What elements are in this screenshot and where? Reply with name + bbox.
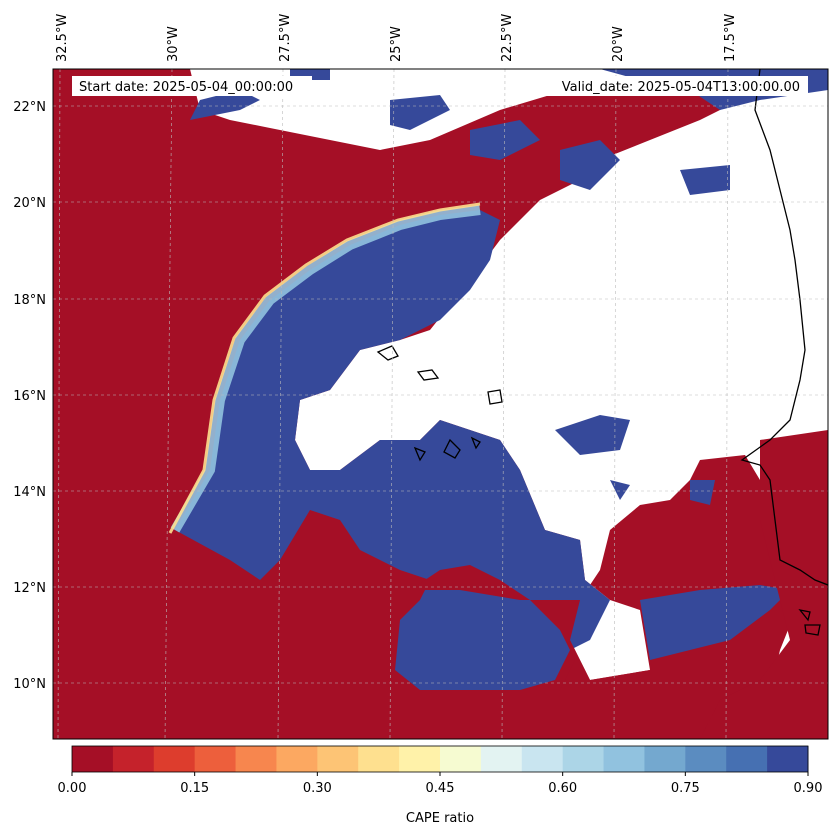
transition-edge-warm bbox=[168, 202, 481, 534]
right-blue-patches bbox=[555, 415, 790, 660]
lon-tick-label: 22.5°W bbox=[500, 14, 515, 62]
coast-red-region bbox=[700, 430, 828, 739]
colorbar-segment bbox=[644, 746, 686, 772]
lon-tick-labels: 32.5°W 30°W 27.5°W 25°W 22.5°W 20°W 17.5… bbox=[55, 14, 738, 62]
colorbar bbox=[72, 746, 809, 772]
lon-tick-label: 17.5°W bbox=[723, 14, 738, 62]
lon-tick-label: 30°W bbox=[166, 26, 181, 62]
valid-date-box bbox=[540, 76, 808, 96]
lon-tick-label: 32.5°W bbox=[55, 14, 70, 62]
lat-tick-label: 10°N bbox=[13, 677, 46, 692]
lat-tick-label: 20°N bbox=[13, 196, 46, 211]
colorbar-segment bbox=[480, 746, 523, 772]
colorbar-tick-label: 0.30 bbox=[303, 781, 332, 796]
colorbar-segment bbox=[399, 746, 441, 772]
colorbar-segment bbox=[521, 746, 564, 772]
masked-region bbox=[190, 69, 828, 739]
lat-tick-labels: 22°N 20°N 18°N 16°N 14°N 12°N 10°N bbox=[13, 100, 46, 692]
colorbar-ticks: 0.00 0.15 0.30 0.45 0.60 0.75 0.90 bbox=[58, 772, 823, 796]
colorbar-segment bbox=[112, 746, 155, 772]
colorbar-segment bbox=[685, 746, 727, 772]
coastline bbox=[376, 69, 828, 636]
colorbar-label: CAPE ratio bbox=[406, 811, 474, 826]
colorbar-tick-label: 0.15 bbox=[180, 781, 209, 796]
colorbar-segment bbox=[440, 746, 482, 772]
colorbar-tick-label: 0.45 bbox=[426, 781, 455, 796]
start-date-text: Start date: 2025-05-04_00:00:00 bbox=[79, 80, 293, 95]
colorbar-segment bbox=[276, 746, 318, 772]
colorbar-segment bbox=[235, 746, 277, 772]
colorbar-tick-label: 0.00 bbox=[58, 781, 87, 796]
colorbar-segment bbox=[194, 746, 237, 772]
red-patch bbox=[410, 565, 650, 690]
lon-tick-label: 25°W bbox=[389, 26, 404, 62]
map-panel bbox=[53, 69, 828, 739]
colorbar-tick-label: 0.75 bbox=[671, 781, 700, 796]
colorbar-segment bbox=[358, 746, 400, 772]
colorbar-tick-label: 0.60 bbox=[548, 781, 577, 796]
lon-tick-label: 27.5°W bbox=[278, 14, 293, 62]
lon-tick-label: 20°W bbox=[611, 26, 626, 62]
lat-tick-label: 16°N bbox=[13, 389, 46, 404]
lat-tick-label: 12°N bbox=[13, 581, 46, 596]
transition-edge bbox=[170, 205, 481, 533]
start-date-box bbox=[72, 76, 312, 96]
high-ratio-band bbox=[175, 210, 610, 690]
lat-tick-label: 22°N bbox=[13, 100, 46, 115]
colorbar-tick-label: 0.90 bbox=[794, 781, 823, 796]
valid-date-text: Valid_date: 2025-05-04T13:00:00.00 bbox=[562, 80, 800, 95]
graticule bbox=[53, 69, 828, 739]
colorbar-segment bbox=[153, 746, 196, 772]
colorbar-segment bbox=[317, 746, 359, 772]
colorbar-segment bbox=[72, 746, 114, 772]
lat-tick-label: 14°N bbox=[13, 485, 46, 500]
colorbar-segment bbox=[767, 746, 809, 772]
colorbar-segment bbox=[603, 746, 645, 772]
colorbar-segment bbox=[562, 746, 605, 772]
colorbar-segment bbox=[726, 746, 768, 772]
map-frame bbox=[52, 68, 829, 740]
lat-tick-label: 18°N bbox=[13, 293, 46, 308]
